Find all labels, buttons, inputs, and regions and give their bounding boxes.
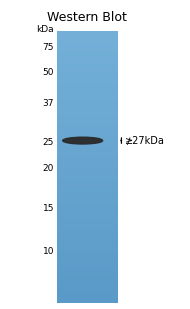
Text: 10: 10	[43, 247, 54, 256]
Text: 25: 25	[43, 138, 54, 147]
Ellipse shape	[63, 137, 103, 144]
Text: kDa: kDa	[36, 25, 54, 34]
Text: 50: 50	[43, 68, 54, 77]
Text: ≱27kDa: ≱27kDa	[125, 136, 165, 146]
Text: Western Blot: Western Blot	[48, 11, 127, 24]
Text: 37: 37	[43, 99, 54, 108]
Text: 15: 15	[43, 204, 54, 213]
Text: 75: 75	[43, 43, 54, 53]
Text: 20: 20	[43, 164, 54, 173]
